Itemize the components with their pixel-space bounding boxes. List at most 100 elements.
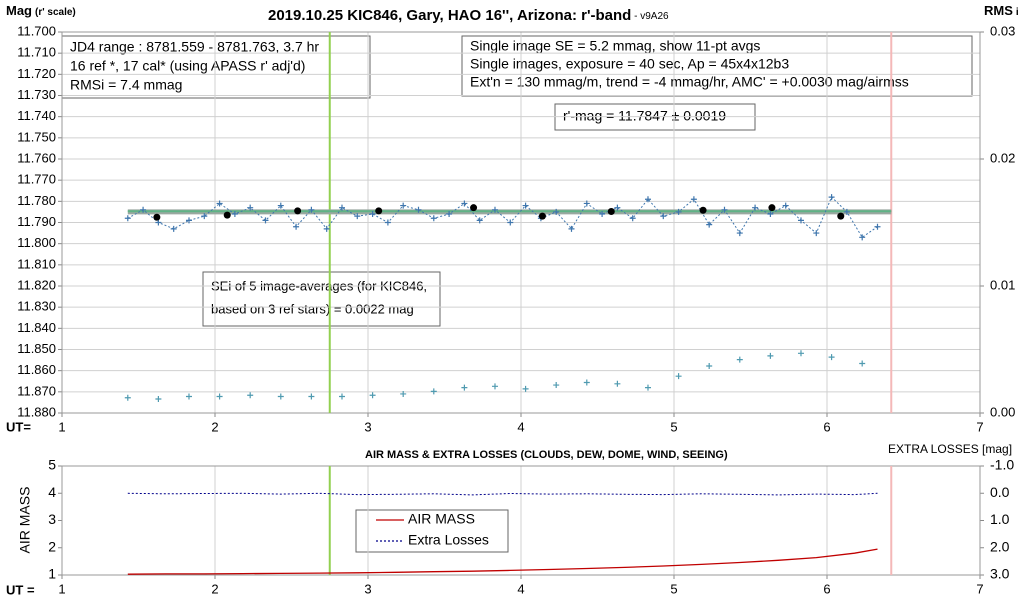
y-tick-label: 11.840 [17,320,56,335]
point [124,394,131,401]
point [338,393,345,400]
x-tick-label: 7 [976,419,983,434]
annotation: Single images, exposure = 40 sec, Ap = 4… [470,56,789,72]
y-tick-label: 11.710 [17,45,56,60]
annotation-box [61,35,371,99]
y2-tick-label: 2.0 [990,538,1010,554]
point [706,221,713,228]
point [354,213,361,220]
point [216,200,223,207]
point [491,383,498,390]
point [583,379,590,386]
series-line [127,492,878,496]
point [277,393,284,400]
plot-frame [61,31,981,414]
y-axis-label: Mag (r' scale) [6,3,76,18]
point [767,352,774,359]
point [247,392,254,399]
point [843,208,850,215]
point [185,393,192,400]
y-tick-label: 11.720 [17,66,56,81]
point [369,392,376,399]
x-tick-label: 4 [517,581,524,596]
y-tick-label: 11.740 [17,108,56,123]
title-version: - v9A26 [631,11,669,22]
y2-tick-label: 0.00 [990,404,1015,419]
y-tick-label: 5 [48,457,56,473]
legend [355,509,509,553]
legend-label: AIR MASS [408,511,475,527]
y-tick-label: 4 [48,484,56,500]
y-tick-label: 1 [48,566,56,582]
point [828,194,835,201]
y2-label-main: RMS [984,3,1013,18]
point [124,215,131,222]
point [140,206,147,213]
x-tick-label: 7 [976,581,983,596]
point [430,388,437,395]
point [706,363,713,370]
annotation: Single image SE = 5.2 mmag, show 11-pt a… [470,38,760,54]
point [768,204,776,212]
x-axis-label: UT = [6,582,35,597]
point [522,202,529,209]
point [231,211,238,218]
point [553,208,560,215]
point [767,211,774,218]
plot: 1 2 3 4 5 6 7 1 2 3 4 5 -1.0 0.0 1.0 2.0 3.0 [48,457,1014,597]
annotation-box [202,271,441,327]
x-tick-label: 2 [211,581,218,596]
point [155,396,162,403]
point [415,206,422,213]
y-tick-label: 11.830 [17,299,56,314]
point [153,213,161,221]
x-axis-label: UT= [6,419,31,434]
point [294,207,302,215]
annotation: 16 ref *, 17 cal* (using APASS r' adj'd) [70,58,305,74]
y-label-main: Mag [6,3,32,18]
x-tick-label: 3 [364,581,371,596]
y2-axis-label: RMS i [984,3,1019,18]
point [375,207,383,215]
point [170,225,177,232]
point [522,385,529,392]
plot: 1 2 3 4 5 6 7 11.700 11.710 11.720 11.730 11.740 11.… [17,23,1015,434]
y-axis-label: AIR MASS [17,487,33,554]
y-tick-label: 11.770 [17,172,56,187]
point [644,196,651,203]
y-tick-label: 3 [48,511,56,527]
point [607,207,615,215]
point [470,204,478,212]
y-tick-label: 11.820 [17,277,56,292]
x-tick-label: 6 [823,419,830,434]
point [461,384,468,391]
point [736,356,743,363]
point [201,213,208,220]
x-tick-label: 2 [211,419,218,434]
point [369,211,376,218]
y2-tick-label: 0.02 [990,150,1015,165]
point [752,204,759,211]
point [828,354,835,361]
y-tick-label: 11.810 [17,256,56,271]
annotation: r'-mag = 11.7847 ± 0.0019 [563,108,726,124]
point [614,380,621,387]
x-tick-label: 6 [823,581,830,596]
point [185,217,192,224]
point [837,212,845,220]
annotation: RMSi = 7.4 mmag [70,77,182,93]
series-line [127,548,878,575]
chart-title: 2019.10.25 KIC846, Gary, HAO 16'', Arizo… [268,7,669,24]
point [338,204,345,211]
annotation: Ext'n = 130 mmag/m, trend = -4 mmag/hr, … [470,74,909,90]
point [308,206,315,213]
y-tick-label: 11.850 [17,341,56,356]
chart-title: AIR MASS & EXTRA LOSSES (CLOUDS, DEW, DO… [365,449,728,461]
point [538,212,546,220]
title-main: 2019.10.25 KIC846, Gary, HAO 16'', Arizo… [268,7,631,24]
x-tick-label: 5 [670,581,677,596]
y-tick-label: 11.760 [17,150,56,165]
point [721,206,728,213]
point [782,202,789,209]
